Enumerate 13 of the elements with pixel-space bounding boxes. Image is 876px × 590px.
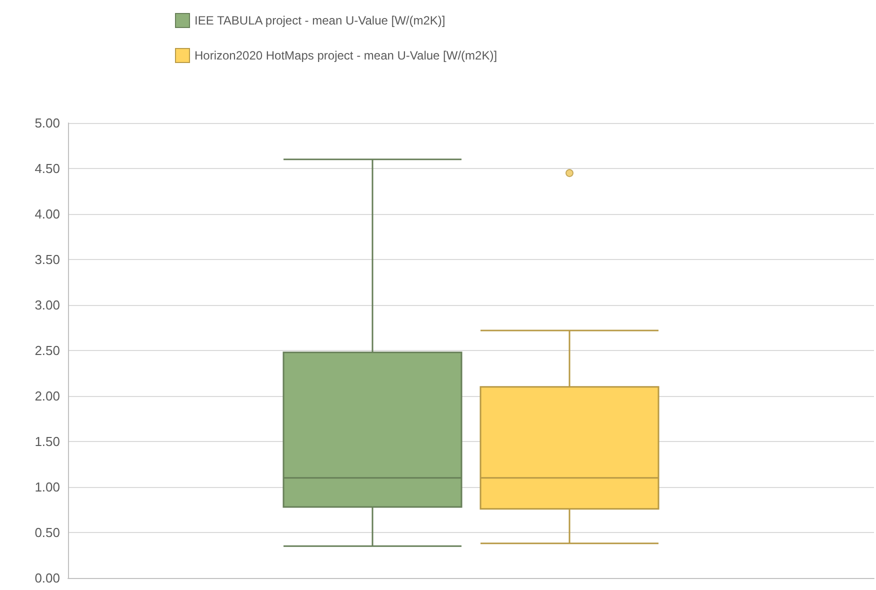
y-tick-label: 1.50	[34, 434, 60, 449]
y-tick-label: 3.00	[34, 298, 60, 312]
y-tick-label: 1.00	[34, 480, 60, 494]
y-tick-label: 4.00	[34, 206, 60, 222]
legend-label: Horizon2020 HotMaps project - mean U-Value [W/(m2K)]	[194, 48, 498, 62]
y-tick-label: 0.50	[34, 525, 60, 540]
y-tick-label: 2.50	[34, 343, 60, 358]
legend-label: IEE TABULA project - mean U-Value [W/(m2K)]	[194, 14, 446, 28]
y-tick-label: 2.00	[34, 388, 60, 404]
y-tick-label: 4.50	[34, 161, 60, 176]
y-tick-label: 3.50	[34, 252, 60, 267]
y-tick-label: 5.00	[34, 116, 60, 130]
y-tick-label: 0.00	[34, 570, 60, 586]
